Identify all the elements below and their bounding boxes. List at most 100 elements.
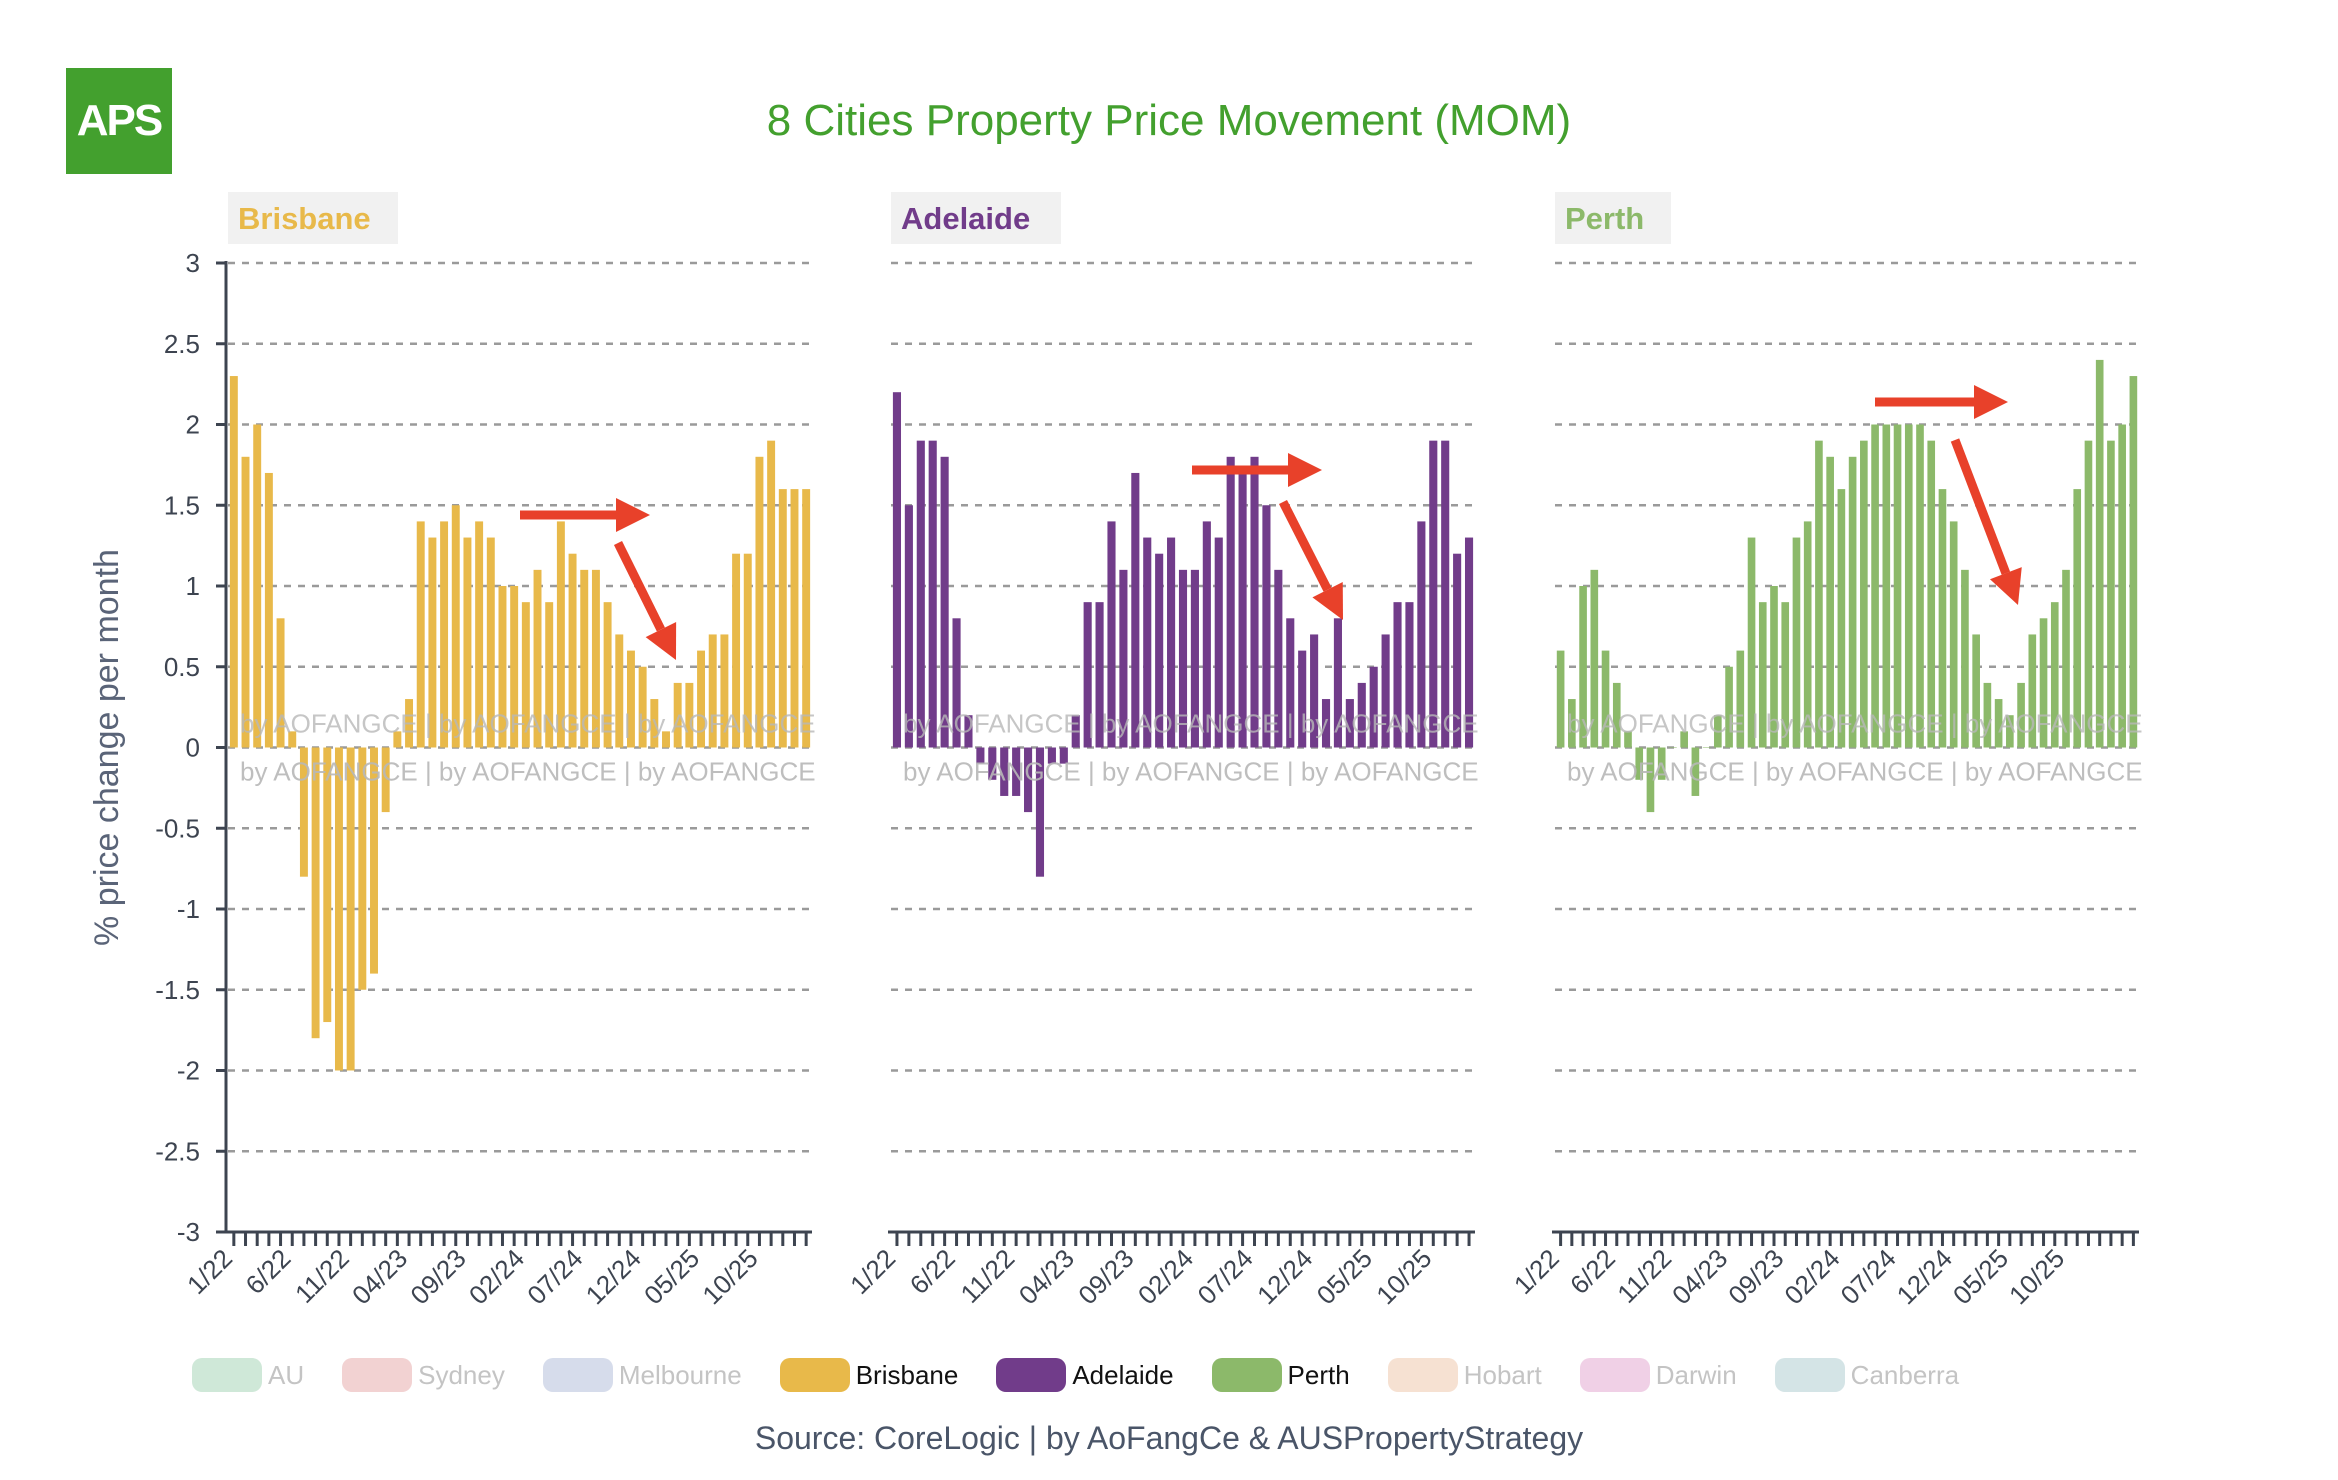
x-tick-label: 07/24 — [1835, 1243, 1902, 1310]
perth-bar — [1972, 634, 1980, 748]
legend-item-brisbane[interactable]: Brisbane — [779, 1358, 959, 1392]
x-tick-label: 6/22 — [1564, 1243, 1621, 1300]
x-tick-label: 1/22 — [1508, 1243, 1565, 1300]
adelaide-bar — [1024, 747, 1033, 813]
legend-item-darwin[interactable]: Darwin — [1579, 1358, 1737, 1392]
legend-label: AU — [268, 1359, 305, 1390]
x-tick-label: 11/22 — [289, 1243, 355, 1309]
legend-swatch — [779, 1358, 850, 1392]
brisbane-panel-label: Brisbane — [238, 201, 371, 236]
perth-bar — [2095, 359, 2104, 748]
brisbane-bar — [568, 553, 577, 748]
brisbane-bar — [580, 569, 589, 748]
red-arrow-head — [1288, 453, 1322, 487]
red-arrow — [613, 541, 665, 632]
brisbane-bar — [510, 586, 519, 748]
watermark: by AOFANGCE | by AOFANGCE | by AOFANGCE — [240, 757, 816, 787]
adelaide-bar — [1131, 472, 1140, 748]
adelaide-panel-label: Adelaide — [901, 201, 1030, 236]
perth-bar — [1714, 715, 1722, 748]
watermark: by AOFANGCE | by AOFANGCE | by AOFANGCE — [1567, 757, 2143, 787]
perth-bar — [2107, 440, 2115, 748]
legend-item-adelaide[interactable]: Adelaide — [996, 1358, 1174, 1392]
adelaide-bar — [1095, 602, 1104, 748]
perth-bar — [1669, 747, 1677, 748]
watermark: by AOFANGCE | by AOFANGCE | by AOFANGCE — [240, 709, 816, 739]
x-tick-label: 6/22 — [904, 1243, 961, 1300]
adelaide-bar — [1059, 747, 1068, 764]
perth-bar — [2129, 376, 2138, 748]
legend-item-perth[interactable]: Perth — [1211, 1358, 1350, 1392]
brisbane-bar — [767, 440, 776, 748]
adelaide-bar — [1393, 602, 1402, 748]
legend-item-au[interactable]: AU — [192, 1358, 304, 1392]
legend-label: Hobart — [1463, 1359, 1542, 1390]
legend-label: Darwin — [1655, 1359, 1737, 1390]
adelaide-bar — [988, 747, 997, 780]
x-tick-label: 02/24 — [463, 1243, 530, 1310]
perth-bar — [1961, 569, 1969, 748]
brisbane-bar — [334, 747, 343, 1071]
x-tick-label: 12/24 — [580, 1243, 647, 1310]
adelaide-bar — [1357, 682, 1366, 748]
perth-bar — [1938, 489, 1947, 748]
perth-bar — [1927, 440, 1936, 748]
adelaide-bar — [1298, 650, 1307, 748]
brisbane-bar — [311, 747, 320, 1039]
brisbane-bar — [416, 521, 425, 748]
perth-bar — [1882, 424, 1891, 748]
x-tick-label: 11/22 — [955, 1243, 1021, 1309]
adelaide-bar — [1214, 537, 1223, 748]
y-tick-label: 0.5 — [164, 652, 200, 682]
adelaide-bar — [1238, 472, 1247, 748]
brisbane-bar — [288, 731, 297, 748]
adelaide-bar — [1107, 521, 1116, 748]
legend-item-canberra[interactable]: Canberra — [1774, 1358, 1959, 1392]
brisbane-bar — [626, 650, 635, 748]
adelaide-bar — [1167, 537, 1176, 748]
adelaide-bar — [1178, 569, 1188, 748]
brisbane-bar — [521, 602, 530, 748]
brisbane-bar — [393, 731, 402, 748]
perth-bar — [1725, 666, 1733, 748]
y-tick-label: 2 — [186, 410, 200, 440]
perth-bar — [1612, 682, 1621, 748]
y-tick-label: -1 — [177, 894, 200, 924]
x-tick-label: 10/25 — [2003, 1243, 2070, 1310]
red-arrow-head — [1974, 385, 2008, 419]
brisbane-bar — [358, 747, 367, 990]
x-tick-label: 04/23 — [1013, 1243, 1080, 1310]
adelaide-bar — [1429, 440, 1438, 748]
legend-item-hobart[interactable]: Hobart — [1387, 1358, 1542, 1392]
perth-bar — [1848, 456, 1857, 748]
adelaide-bar — [952, 618, 961, 748]
legend-item-melbourne[interactable]: Melbourne — [542, 1358, 742, 1392]
perth-bar — [1680, 731, 1688, 748]
legend-label: Brisbane — [855, 1359, 959, 1390]
legend-swatch — [1774, 1358, 1845, 1392]
adelaide-bar — [1226, 456, 1235, 748]
perth-panel-label: Perth — [1565, 201, 1644, 236]
adelaide-bar — [916, 440, 925, 748]
adelaide-bar — [1369, 666, 1378, 748]
y-axis-label: % price change per month — [88, 549, 126, 946]
perth-bar — [1826, 456, 1834, 748]
red-arrow — [1950, 438, 2011, 575]
perth-bar — [1837, 489, 1846, 748]
perth-bar — [1601, 650, 1610, 748]
perth-bar — [1590, 569, 1599, 748]
perth-bar — [1893, 424, 1902, 748]
x-tick-label: 11/22 — [1611, 1243, 1677, 1309]
perth-bar — [1860, 440, 1868, 748]
brisbane-bar — [591, 569, 600, 748]
perth-bar — [1568, 699, 1576, 748]
legend-item-sydney[interactable]: Sydney — [342, 1358, 505, 1392]
x-tick-label: 09/23 — [1722, 1243, 1789, 1310]
legend-swatch — [342, 1358, 413, 1392]
perth-bar — [1916, 424, 1924, 748]
perth-bar — [2118, 424, 2126, 748]
adelaide-bar — [1310, 634, 1319, 748]
adelaide-bar — [1441, 440, 1450, 748]
x-tick-label: 02/24 — [1778, 1243, 1845, 1310]
perth-bar — [1792, 537, 1801, 748]
